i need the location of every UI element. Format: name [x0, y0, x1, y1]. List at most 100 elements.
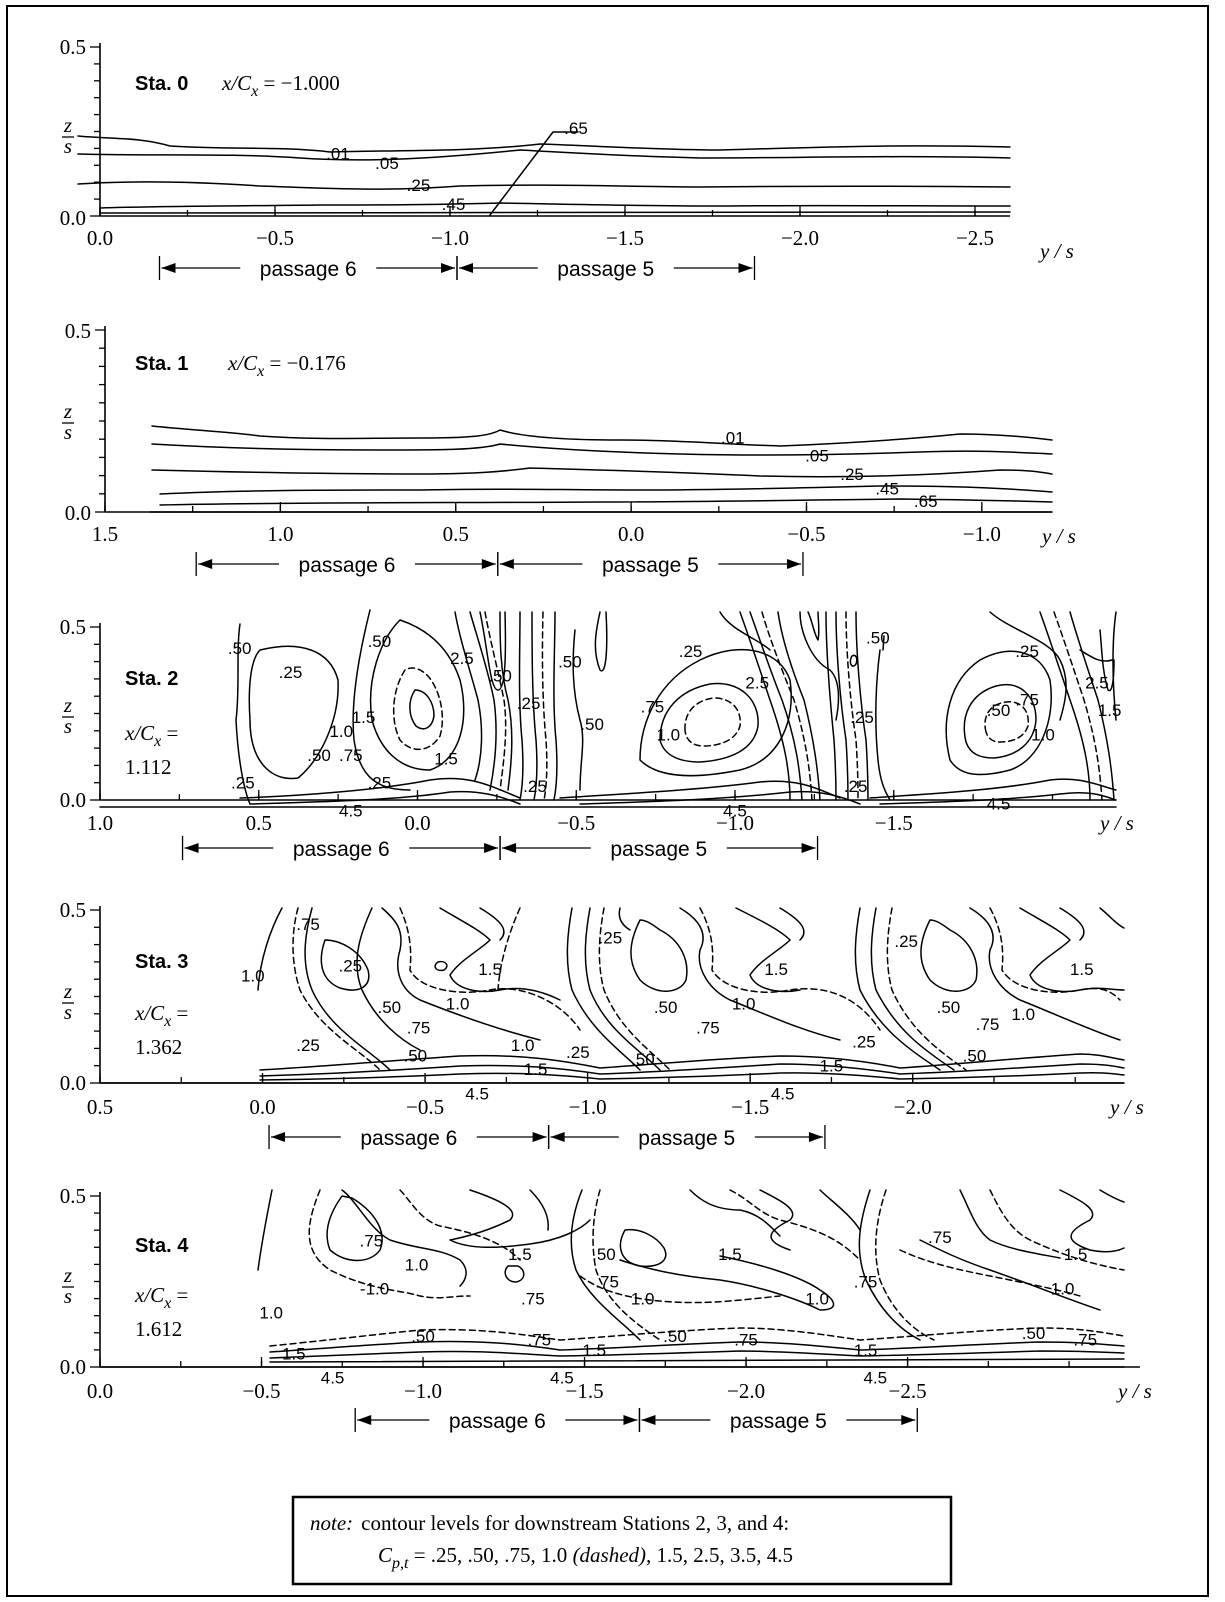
note-frame [291, 1495, 953, 1586]
contour-labels-sta0: .01 .05 .25 .45 .65 [326, 119, 588, 214]
contour-line-027 [553, 611, 558, 801]
station-label-sta2: Sta. 2 [125, 668, 178, 690]
passages-sta2: passage 6 passage 5 [181, 836, 819, 861]
passage-label: passage 6 [293, 838, 390, 861]
arrowhead-right [623, 1415, 638, 1425]
xcx-label-sta0: x/Cx = −1.000 [221, 71, 340, 100]
contour-line-001 [77, 135, 1011, 153]
contour-label: .01 [326, 144, 350, 163]
contour-label: .45 [875, 479, 899, 498]
xcx-symbol-sta4: x/C [134, 1283, 165, 1307]
contour-label: -1.0 [360, 1279, 389, 1298]
contour-label: 1.0 [805, 1290, 829, 1309]
contour-label: .25 [296, 1036, 320, 1055]
axes-sta0: 0.0 0.5 zs 0.0 −0.5 −1.0 −1.5 −2.0 −2.5 y / s [60, 35, 1074, 263]
contour-line-046 [882, 635, 885, 651]
contour-line-002 [77, 149, 1011, 161]
y-tick-label: 0.5 [60, 1184, 86, 1208]
contours-sta2 [99, 609, 1117, 808]
contour-line-103 [529, 1189, 549, 1231]
contour-line-016 [369, 619, 465, 771]
contour-line-051 [1039, 611, 1091, 801]
contour-line-030 [639, 648, 792, 777]
contour-line-006 [489, 131, 579, 216]
contour-line-108 [689, 1189, 781, 1237]
contour-label: 1.0 [631, 1290, 655, 1309]
arrowhead-left [641, 1415, 656, 1425]
note-cpt-subscript: p,t [391, 1555, 409, 1572]
contour-label: 1.5 [352, 708, 376, 727]
arrowhead-left [184, 843, 199, 853]
contour-label: 1.0 [1031, 725, 1055, 744]
contour-line-031 [659, 682, 759, 763]
contour-label: 1.0 [329, 722, 353, 741]
contour-line-116 [919, 1239, 1101, 1311]
contour-line-112 [619, 1255, 835, 1311]
x-tick-label: −1.5 [731, 1095, 769, 1119]
xcx-number-sta4: 1.612 [135, 1317, 182, 1341]
contour-label: .75 [854, 1273, 878, 1292]
panel-sta0: 0.0 0.5 zs 0.0 −0.5 −1.0 −1.5 −2.0 −2.5 y / s .01… [60, 35, 1074, 281]
contour-label: .50 [378, 998, 402, 1017]
axes-sta1: 0.0 0.5 zs 1.5 1.0 0.5 0.0 −0.5 −1.0 y / s [62, 319, 1076, 548]
x-tick-label: −1.0 [716, 811, 754, 835]
passages-sta0: passage 6 passage 5 [158, 256, 756, 281]
contour-label: .75 [595, 1273, 619, 1292]
x-tick-label: −1.0 [963, 522, 1001, 546]
contour-line-049 [984, 701, 1030, 743]
contour-line-070 [399, 907, 581, 1031]
contour-line-059 [559, 780, 841, 799]
contour-label: 1.5 [820, 1057, 844, 1076]
contour-line-085 [870, 907, 955, 1071]
panel-sta4: 0.0 0.5 zs 0.0 −0.5 −1.0 −1.5 −2.0 −2.5 y / s [60, 1184, 1152, 1433]
x-tick-label: −1.5 [565, 1379, 603, 1403]
contour-line-039 [807, 611, 820, 641]
xcx-subscript-sta3: x [163, 1013, 171, 1030]
contour-line-026 [541, 611, 548, 801]
contour-label: 4.5 [465, 1084, 489, 1103]
contour-label: .50 [654, 998, 678, 1017]
arrowhead-right [532, 1132, 547, 1142]
contour-label: 2.5 [1085, 673, 1109, 692]
station-label-sta4: Sta. 4 [135, 1235, 189, 1257]
contour-line-090 [1019, 907, 1125, 993]
contour-line-053 [1069, 611, 1115, 801]
y-tick-label: 0.0 [60, 788, 86, 812]
contour-line-088 [969, 907, 1121, 1041]
contour-label: .25 [566, 1043, 590, 1062]
panel-sta1: 0.0 0.5 zs 1.5 1.0 0.5 0.0 −0.5 −1.0 y / s .01 .05… [62, 319, 1076, 577]
x-tick-label: −2.0 [894, 1095, 932, 1119]
contour-line-098 [308, 1189, 471, 1299]
contour-line-067 [320, 939, 370, 991]
contour-line-106 [619, 1228, 667, 1268]
contour-line-021 [484, 611, 507, 791]
contour-line-011 [159, 498, 1053, 506]
contour-line-004 [99, 202, 1011, 209]
contour-line-099 [326, 1195, 383, 1262]
contour-line-060 [579, 790, 861, 805]
contour-label: .05 [375, 154, 399, 173]
arrowhead-right [901, 1415, 916, 1425]
contour-label: .75 [527, 1331, 551, 1350]
contour-line-052 [1053, 611, 1103, 801]
contour-label: .25 [894, 932, 918, 951]
passage-label: passage 6 [360, 1127, 457, 1150]
contour-line-008 [151, 443, 1053, 456]
contour-line-095 [259, 1072, 1125, 1081]
contour-line-124 [269, 1350, 1125, 1359]
arrowhead-right [786, 559, 801, 569]
contour-label: .50 [580, 715, 604, 734]
contour-label: .25 [852, 1032, 876, 1051]
x-tick-label: −2.0 [781, 226, 819, 250]
y-axis-label-denominator: s [64, 1000, 72, 1024]
x-tick-label: 0.0 [249, 1095, 275, 1119]
contour-label: 1.5 [718, 1245, 742, 1264]
contour-label: 4.5 [987, 794, 1011, 813]
contour-line-025 [531, 611, 538, 801]
contour-line-125 [269, 1358, 1125, 1363]
contours-sta0 [77, 131, 1011, 216]
y-tick-label: 0.5 [60, 615, 86, 639]
y-tick-label: 0.0 [65, 501, 91, 525]
contour-line-029 [594, 611, 608, 672]
contour-line-123 [269, 1340, 1125, 1353]
